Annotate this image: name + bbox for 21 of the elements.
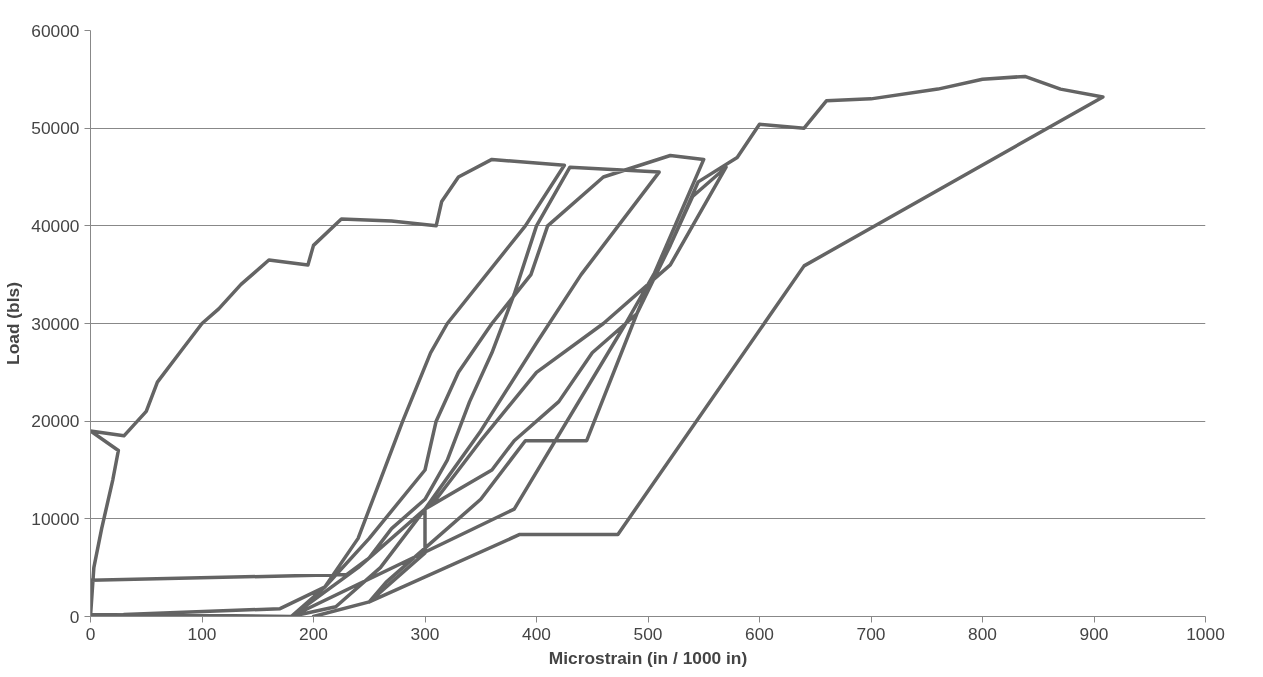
line-series: [90, 74, 1105, 617]
x-tick-label: 800: [968, 623, 997, 644]
x-tick-label: 200: [299, 623, 328, 644]
y-axis-title: Load (bls): [3, 282, 24, 365]
x-tick-label: 900: [1079, 623, 1109, 644]
x-tick-label: 100: [187, 623, 217, 644]
x-tick-label: 500: [633, 623, 663, 644]
x-tick-label: 700: [856, 623, 886, 644]
y-tick-label: 20000: [31, 411, 80, 432]
y-tick-label: 40000: [31, 215, 80, 236]
x-tick-label: 300: [410, 623, 440, 644]
x-tick-label: 600: [745, 623, 774, 644]
y-tick-label: 60000: [31, 20, 80, 41]
x-tick-label: 1000: [1186, 623, 1225, 644]
y-tick-label: 10000: [31, 508, 80, 529]
x-tick-label: 400: [522, 623, 551, 644]
x-axis-title: Microstrain (in / 1000 in): [548, 647, 748, 668]
y-tick-label: 0: [69, 606, 80, 627]
y-tick-label: 30000: [31, 313, 80, 334]
y-tick-label: 50000: [31, 118, 80, 139]
x-tick-label: 0: [85, 623, 96, 644]
